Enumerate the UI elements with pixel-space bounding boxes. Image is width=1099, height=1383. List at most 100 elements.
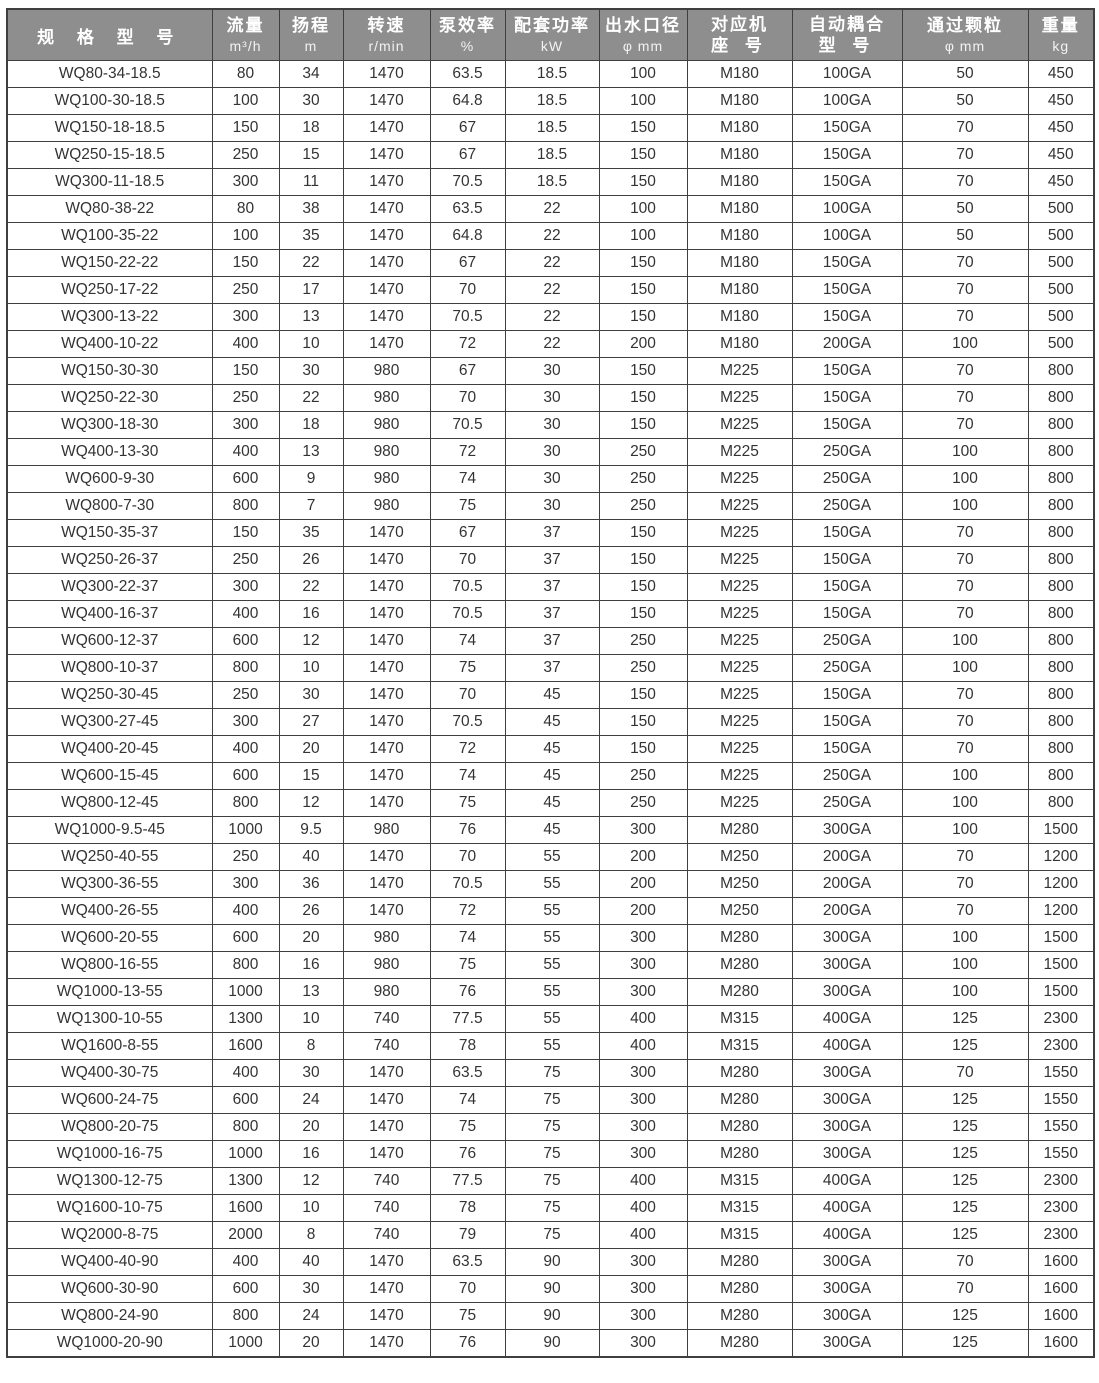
cell-outlet-diameter: 150 xyxy=(598,114,688,142)
cell-motor-power: 30 xyxy=(504,384,600,412)
cell-speed: 980 xyxy=(342,357,431,385)
cell-motor-power: 22 xyxy=(504,195,600,223)
cell-particle-size: 100 xyxy=(901,330,1029,358)
cell-pump-efficiency: 70.5 xyxy=(429,411,506,439)
cell-speed: 740 xyxy=(342,1167,431,1195)
cell-flow: 800 xyxy=(211,1113,280,1141)
cell-outlet-diameter: 400 xyxy=(598,1221,688,1249)
cell-pump-efficiency: 78 xyxy=(429,1032,506,1060)
cell-flow: 400 xyxy=(211,438,280,466)
cell-speed: 1470 xyxy=(342,87,431,115)
cell-auto-coupling: 300GA xyxy=(791,1302,903,1330)
pump-spec-page: 规 格 型 号 流量 m³/h 扬程 m 转速 r/min 泵效率 % xyxy=(0,8,1099,1383)
cell-particle-size: 70 xyxy=(901,600,1029,628)
cell-speed: 1470 xyxy=(342,1275,431,1303)
cell-speed: 1470 xyxy=(342,681,431,709)
cell-flow: 600 xyxy=(211,627,280,655)
cell-frame-size: M280 xyxy=(686,1275,793,1303)
cell-head: 30 xyxy=(278,1059,344,1087)
cell-model: WQ250-30-45 xyxy=(6,681,213,709)
cell-flow: 100 xyxy=(211,87,280,115)
cell-pump-efficiency: 74 xyxy=(429,465,506,493)
cell-speed: 1470 xyxy=(342,1248,431,1276)
col-header-model: 规 格 型 号 xyxy=(6,8,213,61)
table-row: WQ150-22-22 150 22 1470 67 22 150 M180 150GA 70 50… xyxy=(6,249,1095,277)
cell-auto-coupling: 100GA xyxy=(791,87,903,115)
cell-flow: 250 xyxy=(211,141,280,169)
cell-frame-size: M225 xyxy=(686,384,793,412)
cell-frame-size: M280 xyxy=(686,1086,793,1114)
cell-model: WQ250-26-37 xyxy=(6,546,213,574)
cell-frame-size: M315 xyxy=(686,1032,793,1060)
cell-weight: 1200 xyxy=(1027,843,1095,871)
table-row: WQ300-18-30 300 18 980 70.5 30 150 M225 150GA 70 8… xyxy=(6,411,1095,439)
cell-outlet-diameter: 150 xyxy=(598,276,688,304)
cell-motor-power: 90 xyxy=(504,1275,600,1303)
cell-auto-coupling: 150GA xyxy=(791,276,903,304)
cell-particle-size: 70 xyxy=(901,141,1029,169)
cell-model: WQ400-30-75 xyxy=(6,1059,213,1087)
table-row: WQ400-16-37 400 16 1470 70.5 37 150 M225 150GA 70… xyxy=(6,600,1095,628)
cell-motor-power: 30 xyxy=(504,438,600,466)
cell-frame-size: M225 xyxy=(686,465,793,493)
cell-motor-power: 37 xyxy=(504,627,600,655)
cell-flow: 1300 xyxy=(211,1005,280,1033)
cell-flow: 600 xyxy=(211,762,280,790)
cell-flow: 300 xyxy=(211,411,280,439)
cell-speed: 1470 xyxy=(342,1059,431,1087)
cell-pump-efficiency: 67 xyxy=(429,519,506,547)
cell-pump-efficiency: 63.5 xyxy=(429,1248,506,1276)
cell-speed: 1470 xyxy=(342,1113,431,1141)
cell-head: 10 xyxy=(278,1005,344,1033)
cell-model: WQ300-11-18.5 xyxy=(6,168,213,196)
cell-flow: 800 xyxy=(211,492,280,520)
cell-pump-efficiency: 76 xyxy=(429,1140,506,1168)
cell-outlet-diameter: 250 xyxy=(598,465,688,493)
col-header-speed: 转速 r/min xyxy=(342,8,431,61)
cell-model: WQ1300-10-55 xyxy=(6,1005,213,1033)
cell-flow: 800 xyxy=(211,789,280,817)
cell-flow: 1300 xyxy=(211,1167,280,1195)
cell-model: WQ400-20-45 xyxy=(6,735,213,763)
cell-speed: 1470 xyxy=(342,519,431,547)
cell-frame-size: M250 xyxy=(686,870,793,898)
cell-speed: 1470 xyxy=(342,870,431,898)
cell-model: WQ600-24-75 xyxy=(6,1086,213,1114)
cell-motor-power: 45 xyxy=(504,816,600,844)
cell-outlet-diameter: 300 xyxy=(598,1329,688,1357)
cell-auto-coupling: 250GA xyxy=(791,654,903,682)
cell-motor-power: 45 xyxy=(504,681,600,709)
cell-pump-efficiency: 75 xyxy=(429,951,506,979)
cell-model: WQ1300-12-75 xyxy=(6,1167,213,1195)
cell-frame-size: M225 xyxy=(686,357,793,385)
cell-motor-power: 55 xyxy=(504,924,600,952)
cell-outlet-diameter: 300 xyxy=(598,1086,688,1114)
cell-pump-efficiency: 70 xyxy=(429,546,506,574)
pump-spec-table: 规 格 型 号 流量 m³/h 扬程 m 转速 r/min 泵效率 % xyxy=(6,8,1095,1358)
cell-pump-efficiency: 75 xyxy=(429,789,506,817)
cell-model: WQ600-20-55 xyxy=(6,924,213,952)
cell-motor-power: 75 xyxy=(504,1086,600,1114)
cell-speed: 1470 xyxy=(342,222,431,250)
cell-model: WQ800-24-90 xyxy=(6,1302,213,1330)
cell-particle-size: 125 xyxy=(901,1140,1029,1168)
cell-model: WQ300-13-22 xyxy=(6,303,213,331)
cell-outlet-diameter: 150 xyxy=(598,708,688,736)
cell-auto-coupling: 150GA xyxy=(791,411,903,439)
cell-motor-power: 55 xyxy=(504,1032,600,1060)
cell-motor-power: 75 xyxy=(504,1167,600,1195)
cell-head: 10 xyxy=(278,330,344,358)
cell-auto-coupling: 250GA xyxy=(791,438,903,466)
cell-flow: 300 xyxy=(211,708,280,736)
cell-model: WQ300-18-30 xyxy=(6,411,213,439)
cell-frame-size: M225 xyxy=(686,600,793,628)
cell-weight: 1600 xyxy=(1027,1275,1095,1303)
cell-particle-size: 125 xyxy=(901,1005,1029,1033)
cell-motor-power: 90 xyxy=(504,1329,600,1357)
cell-weight: 500 xyxy=(1027,222,1095,250)
cell-speed: 1470 xyxy=(342,708,431,736)
cell-auto-coupling: 150GA xyxy=(791,384,903,412)
cell-pump-efficiency: 70 xyxy=(429,384,506,412)
cell-weight: 1200 xyxy=(1027,870,1095,898)
cell-auto-coupling: 300GA xyxy=(791,1329,903,1357)
